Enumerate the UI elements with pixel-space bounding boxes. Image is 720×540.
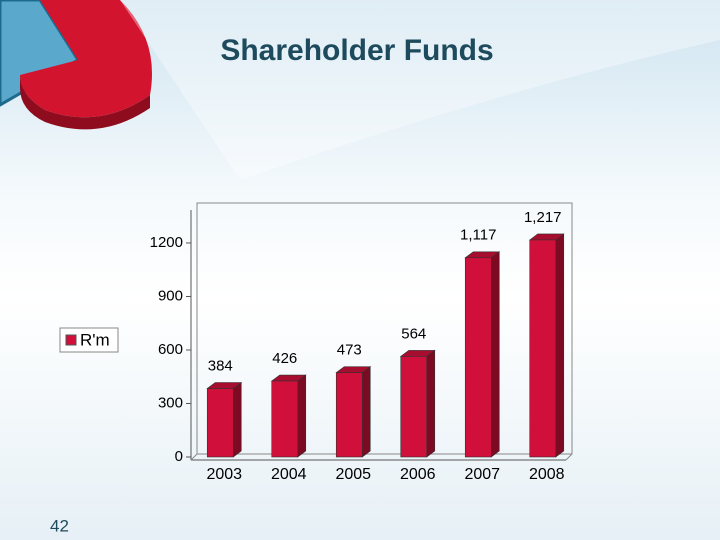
y-tick-label: 600 (158, 341, 183, 358)
data-label: 564 (401, 325, 426, 342)
data-label: 384 (208, 357, 233, 374)
bar (529, 239, 557, 458)
x-tick-label: 2004 (271, 466, 307, 483)
x-tick-label: 2006 (400, 466, 436, 483)
x-tick-label: 2008 (529, 466, 565, 483)
data-label: 1,117 (460, 227, 496, 244)
data-label: 1,217 (524, 209, 562, 226)
x-tick-label: 2007 (464, 466, 500, 483)
data-label: 473 (337, 342, 362, 359)
bar-side (361, 366, 371, 458)
bar (335, 372, 363, 458)
x-tick-label: 2005 (335, 466, 371, 483)
y-tick-label: 300 (158, 394, 183, 411)
bar-side (297, 374, 307, 458)
bar-side (555, 233, 565, 458)
bar-side (490, 251, 500, 458)
bar-side (426, 349, 436, 458)
bar (400, 356, 428, 458)
decoration (0, 0, 720, 180)
slide-number: 42 (50, 516, 69, 535)
bar (206, 388, 234, 458)
y-tick-label: 900 (158, 287, 183, 304)
bar (271, 380, 299, 458)
plot-frame (190, 202, 573, 461)
legend-swatch (65, 334, 77, 346)
legend-label: R'm (80, 330, 110, 349)
bar (464, 257, 492, 458)
y-tick-label: 0 (175, 448, 183, 465)
x-tick-label: 2003 (206, 466, 242, 483)
data-label: 426 (272, 350, 297, 367)
chart-title: Shareholder Funds (220, 34, 493, 67)
bar-side (232, 381, 242, 458)
y-tick-label: 1200 (150, 234, 183, 251)
